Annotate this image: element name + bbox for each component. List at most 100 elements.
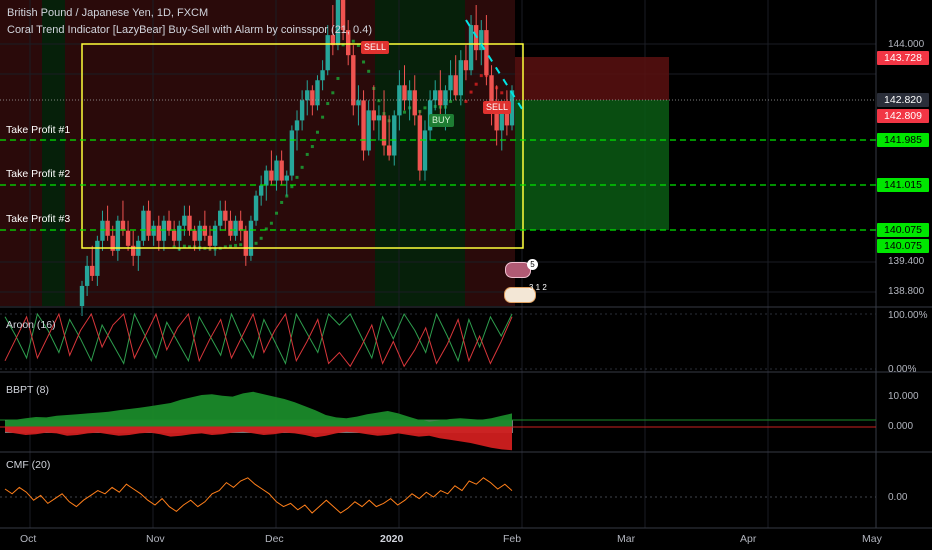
aroon-up-line bbox=[4, 312, 513, 366]
price-tick-139-4: 139.400 bbox=[888, 256, 925, 267]
time-tick-dec: Dec bbox=[265, 533, 284, 545]
regime-band-4 bbox=[465, 0, 515, 306]
coral-trend-dot bbox=[315, 130, 319, 134]
coral-trend-dot bbox=[377, 99, 381, 103]
coral-trend-dot bbox=[464, 99, 468, 103]
coral-trend-dot bbox=[351, 39, 355, 43]
coral-trend-dot bbox=[479, 74, 483, 78]
candle-body bbox=[207, 235, 213, 246]
zone-layer bbox=[515, 57, 669, 230]
coral-trend-dot bbox=[321, 115, 325, 119]
candle-body bbox=[171, 230, 177, 241]
overlay-layer bbox=[0, 19, 876, 249]
bbpt-bull-area bbox=[5, 391, 512, 427]
candle-body bbox=[105, 220, 110, 236]
coral-trend-dot bbox=[223, 245, 227, 249]
candle-body bbox=[504, 105, 510, 126]
candle-layer bbox=[79, 0, 515, 317]
coral-trend-dot bbox=[295, 175, 299, 179]
coral-trend-dot bbox=[264, 227, 268, 231]
candle-body bbox=[212, 225, 218, 246]
coral-trend-dot bbox=[341, 43, 345, 47]
price-tag-coral-high: 143.728 bbox=[877, 51, 929, 65]
candle-body bbox=[494, 110, 499, 131]
candle-body bbox=[100, 220, 105, 241]
candle-body bbox=[356, 100, 361, 106]
coral-trend-dot bbox=[310, 145, 314, 149]
price-tag-tp2: 141.015 bbox=[877, 178, 929, 192]
candle-body bbox=[479, 30, 484, 51]
candle-body bbox=[238, 220, 243, 231]
bbpt-tick-0: 0.000 bbox=[888, 421, 914, 432]
coral-trend-dot bbox=[254, 241, 258, 245]
candle-body bbox=[458, 60, 464, 96]
coral-trend-dot bbox=[469, 90, 473, 94]
coral-trend-dot bbox=[234, 243, 238, 247]
candle-body bbox=[407, 90, 412, 101]
candle-body bbox=[433, 90, 438, 101]
price-tag-last: 142.820 bbox=[877, 93, 929, 107]
candle-body bbox=[417, 115, 423, 171]
regime-band-0 bbox=[0, 0, 42, 306]
candle-body bbox=[509, 90, 515, 126]
candle-body bbox=[351, 55, 356, 106]
price-tick-144: 144.000 bbox=[888, 39, 925, 50]
candle-body bbox=[84, 265, 90, 286]
coral-trend-dot bbox=[290, 185, 294, 189]
candle-body bbox=[248, 220, 254, 256]
time-tick-mar: Mar bbox=[617, 533, 636, 545]
candle-body bbox=[218, 210, 223, 226]
candle-body bbox=[443, 90, 448, 106]
candle-body bbox=[156, 225, 161, 241]
candle-body bbox=[95, 240, 100, 276]
coral-trend-dot bbox=[449, 99, 453, 103]
coral-trend-dot bbox=[280, 200, 284, 204]
buy-signal: BUY bbox=[429, 114, 454, 127]
coral-trend-dot bbox=[367, 69, 371, 73]
bbpt-label: BBPT (8) bbox=[6, 384, 49, 396]
coral-trend-dot bbox=[188, 245, 191, 249]
news-count-badge: 5 bbox=[527, 259, 538, 270]
candle-body bbox=[289, 130, 295, 176]
candle-body bbox=[279, 160, 284, 181]
cmf-tick-0: 0.00 bbox=[888, 492, 908, 503]
candle-body bbox=[448, 75, 453, 91]
news-event-icon[interactable] bbox=[505, 262, 531, 278]
candle-body bbox=[110, 235, 115, 251]
coral-trend-dot bbox=[300, 165, 304, 169]
candle-body bbox=[161, 220, 167, 241]
candle-body bbox=[325, 35, 330, 71]
candle-body bbox=[125, 230, 131, 246]
candle-body bbox=[115, 220, 121, 251]
candle-body bbox=[177, 225, 182, 241]
candle-body bbox=[223, 210, 228, 221]
take-profit-2-label: Take Profit #2 bbox=[6, 168, 71, 180]
candle-body bbox=[130, 245, 136, 256]
calendar-event-icon[interactable] bbox=[504, 287, 536, 303]
candle-body bbox=[166, 220, 172, 231]
sell-signal-2: SELL bbox=[483, 101, 512, 114]
price-tag-stop: 140.075 bbox=[877, 239, 929, 253]
candle-body bbox=[468, 25, 474, 71]
candle-body bbox=[340, 0, 346, 31]
candle-body bbox=[361, 100, 366, 151]
aroon-down-line bbox=[4, 312, 513, 368]
stop-loss-zone bbox=[515, 57, 669, 100]
candle-body bbox=[453, 75, 458, 96]
candle-body bbox=[381, 115, 387, 146]
candle-body bbox=[141, 210, 146, 241]
candle-body bbox=[90, 265, 95, 276]
aroon-tick-0: 0.00% bbox=[888, 364, 917, 375]
take-profit-3-label: Take Profit #3 bbox=[6, 213, 71, 225]
candle-body bbox=[335, 0, 341, 46]
coral-trend-dot bbox=[228, 244, 232, 248]
coral-trend-dot bbox=[336, 76, 340, 80]
candle-body bbox=[202, 225, 208, 236]
coral-trend-dot bbox=[182, 244, 186, 248]
candle-body bbox=[371, 110, 376, 121]
take-profit-1-label: Take Profit #1 bbox=[6, 124, 71, 136]
coral-trend-dot bbox=[362, 60, 366, 64]
downtrend-line bbox=[465, 19, 525, 113]
aroon-tick-100: 100.00% bbox=[888, 310, 928, 321]
